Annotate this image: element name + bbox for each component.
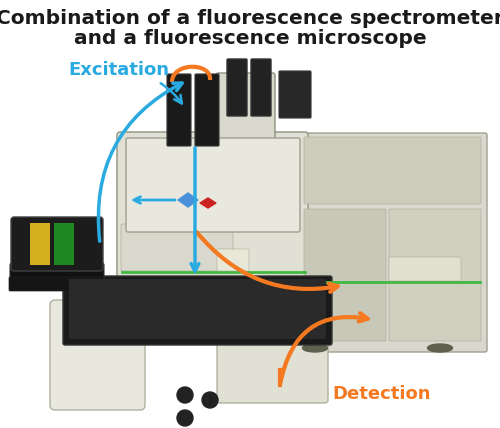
Text: Combination of a fluorescence spectrometer: Combination of a fluorescence spectromet… <box>0 9 500 27</box>
Circle shape <box>177 410 193 426</box>
FancyBboxPatch shape <box>304 137 481 204</box>
FancyBboxPatch shape <box>10 263 104 281</box>
Polygon shape <box>178 193 198 207</box>
Text: Detection: Detection <box>332 385 430 403</box>
FancyBboxPatch shape <box>298 133 487 352</box>
FancyBboxPatch shape <box>389 209 481 341</box>
FancyBboxPatch shape <box>167 74 191 146</box>
FancyBboxPatch shape <box>195 74 219 146</box>
FancyBboxPatch shape <box>227 59 247 116</box>
FancyBboxPatch shape <box>216 73 275 142</box>
FancyBboxPatch shape <box>30 223 50 265</box>
FancyBboxPatch shape <box>121 224 233 271</box>
Circle shape <box>177 387 193 403</box>
FancyBboxPatch shape <box>63 276 332 345</box>
FancyBboxPatch shape <box>9 277 103 291</box>
Polygon shape <box>200 198 216 208</box>
FancyBboxPatch shape <box>251 59 271 116</box>
FancyBboxPatch shape <box>126 138 300 232</box>
FancyBboxPatch shape <box>69 279 326 339</box>
FancyBboxPatch shape <box>279 71 311 118</box>
Text: Excitation: Excitation <box>68 61 182 104</box>
Text: and a fluorescence microscope: and a fluorescence microscope <box>74 29 426 48</box>
FancyBboxPatch shape <box>217 327 328 403</box>
FancyBboxPatch shape <box>50 300 145 410</box>
Circle shape <box>202 392 218 408</box>
FancyBboxPatch shape <box>54 223 74 265</box>
Ellipse shape <box>302 344 328 352</box>
FancyBboxPatch shape <box>11 217 103 271</box>
Ellipse shape <box>428 344 452 352</box>
FancyBboxPatch shape <box>217 249 249 271</box>
FancyBboxPatch shape <box>389 257 461 281</box>
FancyBboxPatch shape <box>117 132 308 283</box>
FancyBboxPatch shape <box>304 209 386 341</box>
